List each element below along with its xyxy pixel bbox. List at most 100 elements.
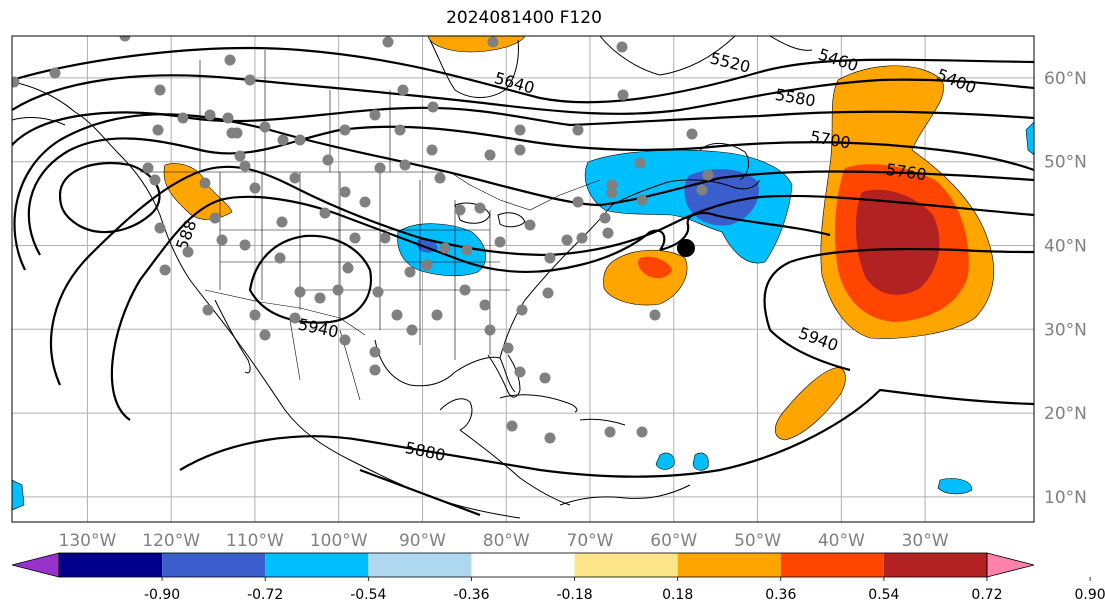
- station-marker: [572, 196, 584, 208]
- station-marker: [686, 128, 698, 140]
- station-marker: [516, 304, 528, 316]
- height-contours: [12, 46, 1034, 517]
- warm-anomaly-atlantic-darkred: [855, 189, 940, 295]
- colorbar-label: 0.18: [662, 587, 693, 603]
- station-marker: [259, 121, 271, 133]
- station-marker: [439, 242, 451, 254]
- station-marker: [289, 172, 301, 184]
- station-marker: [259, 329, 271, 341]
- station-marker: [427, 101, 439, 113]
- cold-anomaly-caribbean-2: [692, 452, 709, 471]
- station-marker: [544, 252, 556, 264]
- station-marker: [616, 41, 628, 53]
- station-marker: [339, 186, 351, 198]
- station-marker: [379, 232, 391, 244]
- station-markers: [12, 36, 714, 444]
- colorbar-segment: [59, 553, 163, 577]
- station-marker: [182, 246, 194, 258]
- station-marker: [502, 342, 514, 354]
- station-marker: [339, 334, 351, 346]
- colorbar-segment: [368, 553, 472, 577]
- colorbar-segment: [780, 553, 884, 577]
- colorbar-segment: [883, 553, 987, 577]
- station-marker: [702, 169, 714, 181]
- colorbar-outline: [58, 552, 988, 578]
- station-marker: [369, 364, 381, 376]
- station-marker: [369, 109, 381, 121]
- contour-label-5580: 5580: [774, 85, 817, 111]
- station-marker: [604, 426, 616, 438]
- station-marker: [342, 262, 354, 274]
- station-marker: [602, 227, 614, 239]
- contour-label-5460: 5460: [816, 45, 861, 76]
- colorbar-label: 0.90: [1075, 587, 1105, 603]
- station-marker: [406, 324, 418, 336]
- station-marker: [372, 286, 384, 298]
- station-marker: [696, 184, 708, 196]
- station-marker: [461, 244, 473, 256]
- station-marker: [634, 157, 646, 169]
- station-marker: [494, 236, 506, 248]
- lat-label: 50°N: [1044, 153, 1087, 173]
- cold-anomaly-caribbean-1: [655, 452, 675, 470]
- contour-label-5520: 5520: [708, 48, 752, 76]
- colorbar-label: -0.90: [144, 587, 180, 603]
- station-marker: [636, 194, 648, 206]
- station-marker: [474, 202, 486, 214]
- lon-label: 90°W: [399, 531, 446, 551]
- station-marker: [222, 112, 234, 124]
- colorbar: [11, 552, 1035, 578]
- station-marker: [249, 182, 261, 194]
- station-marker: [576, 232, 588, 244]
- colorbar-extend-low: [11, 552, 60, 578]
- station-marker: [204, 109, 216, 121]
- station-marker: [332, 284, 344, 296]
- station-marker: [239, 239, 251, 251]
- station-marker: [154, 84, 166, 96]
- map-frame: [11, 35, 1035, 523]
- station-marker: [544, 432, 556, 444]
- station-marker: [142, 162, 154, 174]
- lon-label: 110°W: [226, 531, 284, 551]
- colorbar-segment: [471, 553, 575, 577]
- station-marker: [606, 187, 618, 199]
- station-marker: [294, 286, 306, 298]
- station-marker: [399, 159, 411, 171]
- station-marker: [539, 372, 551, 384]
- station-marker: [202, 304, 214, 316]
- station-marker: [49, 67, 61, 79]
- station-marker: [454, 204, 466, 216]
- colorbar-label: 0.54: [868, 587, 899, 603]
- cold-anomaly-west-edge: [12, 479, 25, 511]
- contour-label-5940-east: 5940: [796, 323, 841, 355]
- station-marker: [506, 420, 518, 432]
- station-marker: [484, 149, 496, 161]
- lon-label: 100°W: [310, 531, 368, 551]
- station-marker: [524, 219, 536, 231]
- station-marker: [349, 232, 361, 244]
- station-marker: [359, 196, 371, 208]
- station-marker: [487, 36, 499, 48]
- lat-label: 20°N: [1044, 404, 1087, 424]
- lon-label: 120°W: [142, 531, 200, 551]
- station-marker: [244, 74, 256, 86]
- colorbar-labels: -0.90 -0.72 -0.54 -0.36 -0.18 0.18 0.36 0.54 0.7…: [144, 577, 1105, 603]
- station-marker: [599, 212, 611, 224]
- station-marker: [159, 264, 171, 276]
- station-marker: [224, 54, 236, 66]
- station-marker: [459, 284, 471, 296]
- longitude-labels: 130°W 120°W 110°W 100°W 90°W 80°W 70°W 60°W 50°W…: [59, 531, 949, 551]
- lat-label: 40°N: [1044, 236, 1087, 256]
- colorbar-label: -0.54: [350, 587, 386, 603]
- colorbar-label: 0.36: [765, 587, 796, 603]
- station-marker: [421, 259, 433, 271]
- colorbar-segment: [265, 553, 369, 577]
- contour-label-5880: 5880: [403, 438, 447, 465]
- station-marker: [276, 216, 288, 228]
- warm-anomaly-subtropical: [774, 367, 846, 441]
- lon-label: 40°W: [818, 531, 865, 551]
- storm-center-marker[interactable]: [677, 239, 695, 257]
- station-marker: [397, 84, 409, 96]
- colorbar-label: 0.72: [971, 587, 1002, 603]
